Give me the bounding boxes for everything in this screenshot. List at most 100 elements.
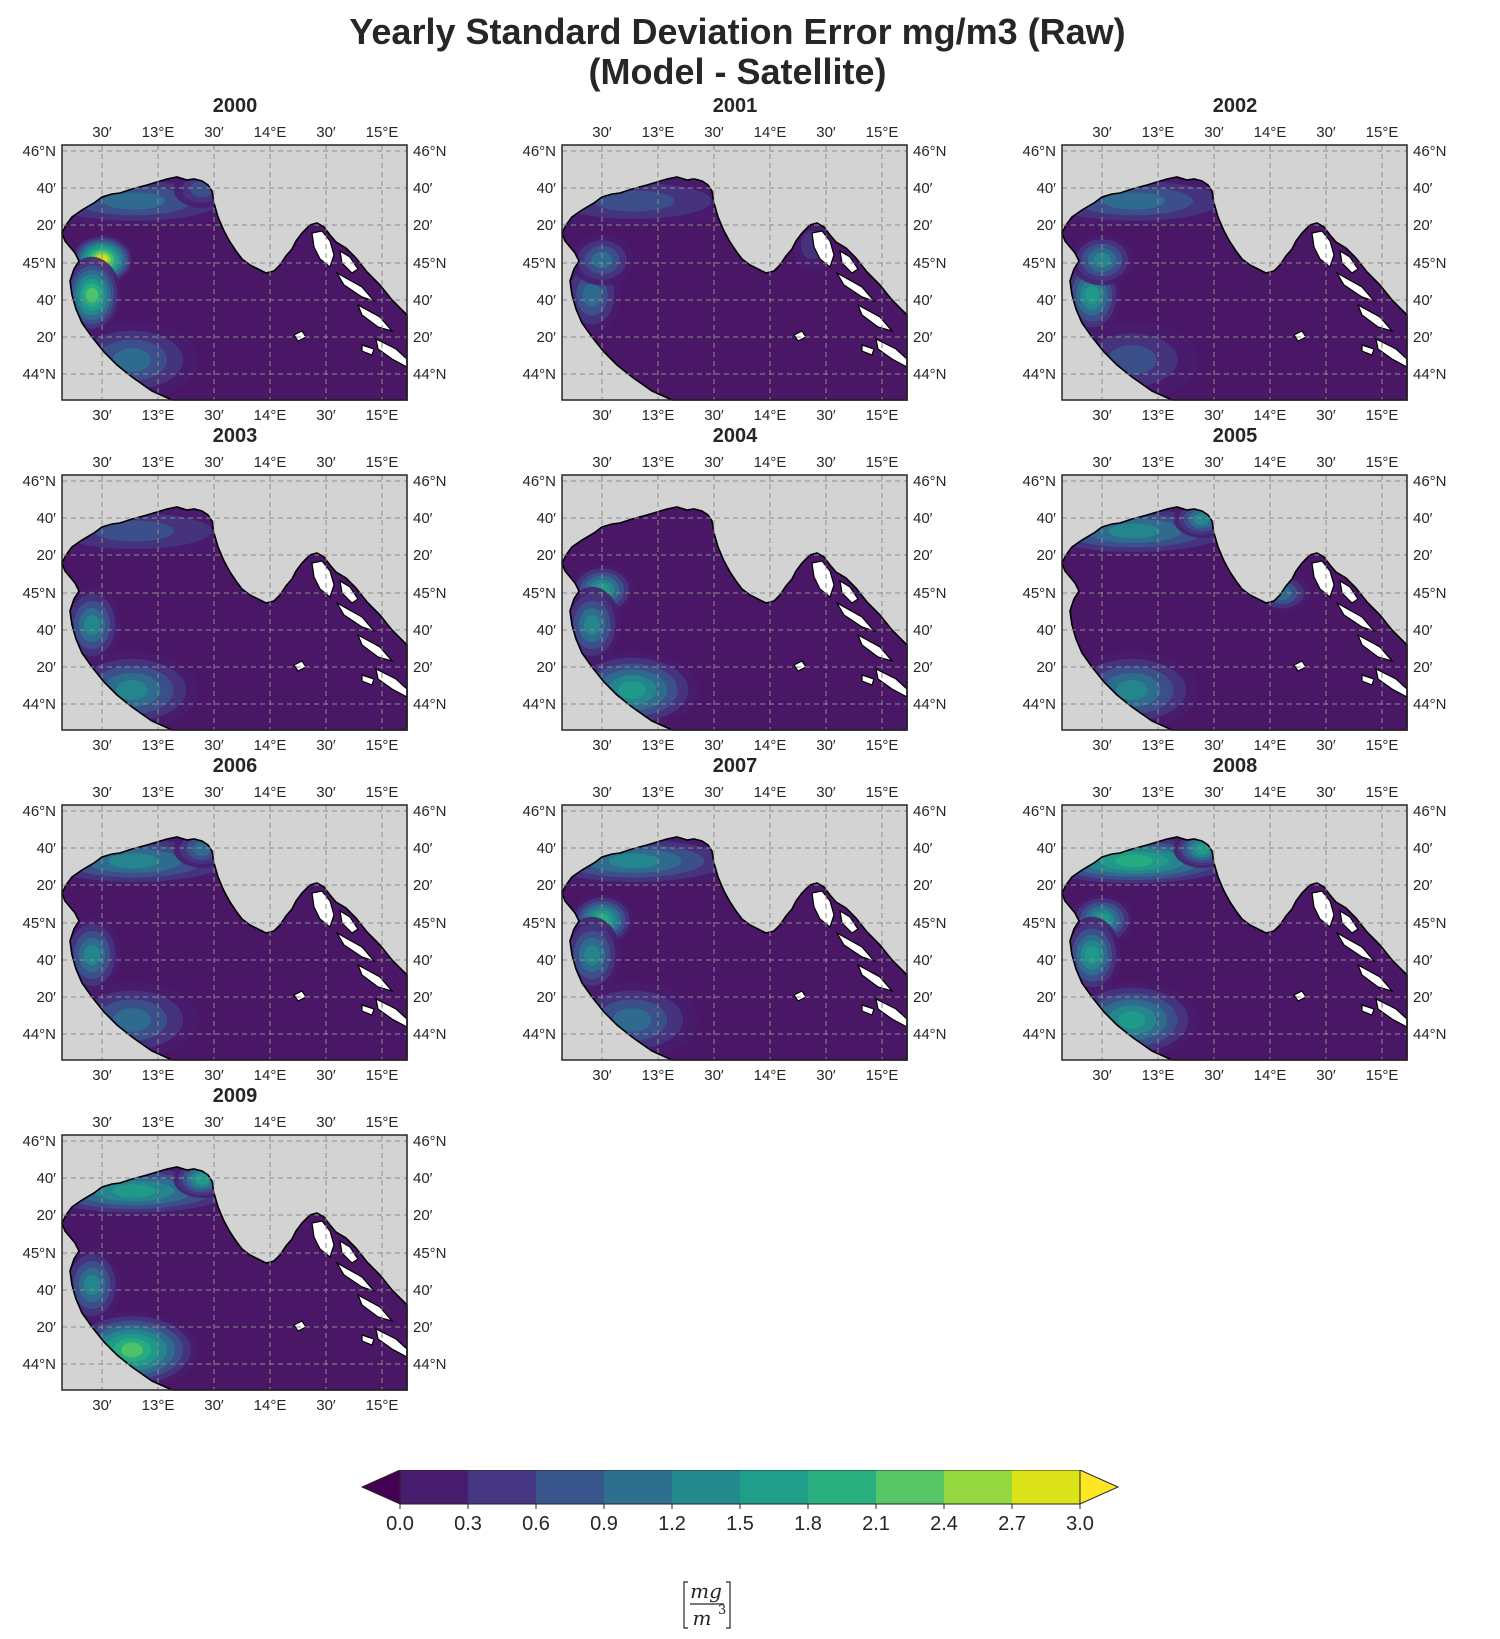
lat-tick-right: 40′	[1413, 292, 1433, 309]
lat-tick-left: 40′	[1037, 952, 1057, 969]
island	[361, 1004, 375, 1016]
colorbar-tick-label: 2.1	[862, 1513, 890, 1535]
lat-tick-right: 46°N	[1413, 473, 1447, 490]
lat-tick-right: 45°N	[913, 915, 947, 932]
hotspot-po_delta	[83, 944, 101, 966]
island	[335, 1261, 376, 1293]
lat-tick-right: 44°N	[413, 366, 447, 383]
map-panel-2004: 2004 30′ 30′ 13°E 13°E 30′ 30′ 14°E 14°E 30′ 30′ 15…	[500, 425, 980, 755]
lat-tick-left: 45°N	[522, 915, 556, 932]
island	[1335, 601, 1376, 633]
lat-tick-left: 20′	[37, 329, 57, 346]
lat-tick-right: 44°N	[1413, 1026, 1447, 1043]
lat-tick-left: 45°N	[22, 585, 56, 602]
lon-tick-top: 30′	[816, 454, 836, 471]
hotspot-north_coast	[1108, 523, 1160, 539]
hotspot-po_delta	[83, 1274, 101, 1296]
island	[311, 230, 335, 269]
lat-tick-left: 20′	[537, 877, 557, 894]
island	[356, 1293, 394, 1323]
island	[311, 890, 335, 929]
lon-tick-bottom: 30′	[204, 1067, 224, 1084]
lon-tick-top: 30′	[816, 784, 836, 801]
lat-tick-left: 45°N	[22, 1245, 56, 1262]
hotspot-north_coast	[593, 190, 675, 212]
lat-tick-left: 20′	[537, 547, 557, 564]
panel-title: 2002	[1212, 95, 1258, 117]
colorbar-unit-bracket-left	[683, 1581, 688, 1629]
colorbar-segment	[944, 1470, 1012, 1504]
colorbar-tick-label: 1.5	[726, 1513, 754, 1535]
lon-tick-top: 30′	[1092, 454, 1112, 471]
lat-tick-left: 44°N	[22, 1026, 56, 1043]
colorbar-segment	[400, 1470, 468, 1504]
lat-tick-right: 20′	[413, 217, 433, 234]
island	[1311, 560, 1335, 599]
island	[311, 1220, 335, 1259]
colorbar-segment	[808, 1470, 876, 1504]
lat-tick-right: 40′	[1413, 510, 1433, 527]
lon-tick-bottom: 14°E	[1254, 1067, 1287, 1084]
lat-tick-right: 45°N	[913, 585, 947, 602]
lat-tick-right: 45°N	[913, 255, 947, 272]
lon-tick-top: 14°E	[254, 124, 287, 141]
map-plot: 30′ 30′ 13°E 13°E 30′ 30′ 14°E 14°E 30′ 30′ 15°E 15…	[22, 784, 446, 1084]
lon-tick-top: 30′	[316, 1114, 336, 1131]
lat-tick-left: 45°N	[1022, 255, 1056, 272]
hotspot-north_coast	[1103, 192, 1165, 210]
colorbar-unit-numerator: mg	[690, 1579, 722, 1603]
map-frame	[561, 804, 908, 1061]
lon-tick-bottom: 15°E	[1366, 407, 1399, 424]
lat-tick-left: 45°N	[522, 585, 556, 602]
lat-tick-left: 44°N	[22, 366, 56, 383]
lat-tick-right: 40′	[413, 292, 433, 309]
lon-tick-top: 13°E	[642, 124, 675, 141]
hotspot-trieste	[1194, 843, 1210, 855]
lon-tick-bottom: 30′	[1092, 737, 1112, 754]
island	[811, 560, 835, 599]
lon-tick-bottom: 30′	[704, 407, 724, 424]
island	[356, 963, 394, 993]
lat-tick-left: 45°N	[1022, 585, 1056, 602]
island	[356, 303, 394, 333]
lon-tick-top: 13°E	[642, 454, 675, 471]
island	[1356, 633, 1394, 663]
lat-tick-left: 40′	[37, 510, 57, 527]
panel-title: 2001	[712, 95, 758, 117]
island	[339, 909, 359, 934]
map-frame	[61, 144, 408, 401]
island	[1311, 230, 1335, 269]
panel-title: 2009	[212, 1085, 258, 1107]
lat-tick-right: 46°N	[1413, 143, 1447, 160]
lat-tick-right: 20′	[913, 547, 933, 564]
island	[1335, 931, 1376, 963]
lon-tick-bottom: 14°E	[754, 737, 787, 754]
island	[339, 1239, 359, 1264]
map-frame	[61, 1134, 408, 1391]
hotspot-north_coast	[108, 853, 160, 869]
hotspot-north_coast	[93, 520, 175, 542]
lon-tick-top: 30′	[1092, 784, 1112, 801]
lat-tick-right: 40′	[413, 510, 433, 527]
colorbar-tick-label: 1.2	[658, 1513, 686, 1535]
lon-tick-top: 13°E	[142, 454, 175, 471]
lat-tick-left: 20′	[37, 989, 57, 1006]
lon-tick-bottom: 30′	[92, 407, 112, 424]
hotspot-po_delta	[1084, 946, 1100, 964]
island	[811, 890, 835, 929]
map-frame	[61, 474, 408, 731]
lat-tick-right: 40′	[1413, 180, 1433, 197]
hotspot-south_coast	[116, 679, 148, 701]
island	[335, 271, 376, 303]
lon-tick-bottom: 30′	[592, 737, 612, 754]
hotspot-south_coast	[113, 348, 151, 372]
map-plot: 30′ 30′ 13°E 13°E 30′ 30′ 14°E 14°E 30′ 30′ 15°E 15…	[522, 124, 947, 424]
lon-tick-bottom: 14°E	[254, 737, 287, 754]
lon-tick-top: 30′	[1316, 124, 1336, 141]
lat-tick-right: 20′	[1413, 659, 1433, 676]
colorbar-segment	[1012, 1470, 1080, 1504]
lat-tick-left: 20′	[1037, 989, 1057, 1006]
lon-tick-top: 30′	[816, 124, 836, 141]
lat-tick-left: 40′	[537, 840, 557, 857]
map-area	[61, 144, 408, 401]
